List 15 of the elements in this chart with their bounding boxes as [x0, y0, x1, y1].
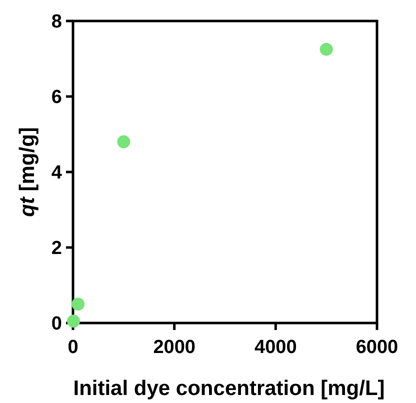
x-tick-label: 6000 — [356, 337, 398, 358]
point — [117, 135, 130, 148]
x-tick-label: 2000 — [153, 337, 196, 358]
y-tick-label: 6 — [51, 87, 62, 108]
point — [320, 42, 333, 56]
x-tick-label: 0 — [68, 337, 78, 358]
y-tick-label: 2 — [51, 238, 62, 260]
y-axis-title: qt [mg/g] — [16, 127, 39, 217]
y-tick-label: 0 — [51, 314, 62, 335]
y-tick-label: 8 — [51, 12, 62, 33]
point — [67, 314, 80, 328]
point — [72, 298, 85, 311]
x-axis-title: Initial dye concentration [mg/L] — [73, 377, 385, 400]
x-tick-label: 4000 — [254, 337, 297, 358]
y-tick-label: 4 — [51, 162, 62, 184]
